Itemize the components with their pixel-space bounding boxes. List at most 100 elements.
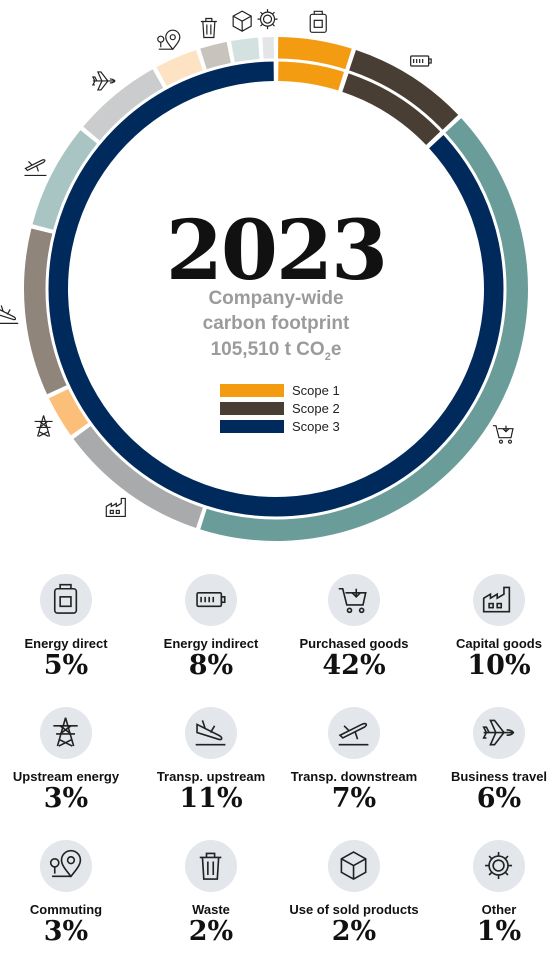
outer-segment-waste (200, 41, 231, 70)
icon-circle (473, 707, 525, 759)
inner-segment-scope-2 (342, 72, 441, 146)
total-unit-sub: 2 (324, 350, 331, 363)
category-label: Capital goods (456, 636, 542, 651)
category-tile: Upstream energy 3% (0, 707, 135, 814)
power-pylon-icon (53, 717, 79, 748)
category-tile: Transp. downstream 7% (285, 707, 423, 814)
category-label: Transp. downstream (290, 769, 418, 784)
location-pin-icon (157, 29, 181, 51)
ring-separator (45, 58, 507, 520)
category-tile: Waste 2% (142, 840, 280, 947)
gear-icon (485, 852, 513, 880)
emissions-donut-chart (0, 9, 529, 542)
airplane-icon (482, 720, 515, 746)
category-percent: 42% (322, 650, 386, 681)
icon-circle (185, 840, 237, 892)
category-percent: 6% (476, 783, 522, 814)
category-percent: 8% (188, 650, 234, 681)
outer-segment-capital-goods (73, 425, 204, 528)
category-percent: 1% (476, 916, 522, 947)
category-percent: 11% (179, 783, 243, 814)
icon-circle (473, 574, 525, 626)
icon-circle (40, 707, 92, 759)
outer-segment-other (262, 37, 274, 60)
location-pin-icon (50, 850, 82, 879)
plane-takeoff-icon (24, 159, 47, 177)
outer-segment-energy-direct (278, 37, 352, 70)
outer-segment-commuting (156, 50, 204, 87)
chart-year: 2023 (165, 203, 388, 299)
category-percent: 2% (331, 916, 377, 947)
category-label: Upstream energy (12, 769, 120, 784)
legend-label: Scope 1 (292, 382, 340, 398)
gear-icon (257, 9, 278, 30)
legend-swatch (220, 419, 284, 433)
icon-circle (40, 574, 92, 626)
category-tile: Use of sold products 2% (285, 840, 423, 947)
chart-subtitle-line-2: carbon footprint (202, 313, 350, 334)
plane-takeoff-icon (339, 723, 369, 746)
category-tile: Business travel 6% (430, 707, 552, 814)
battery-icon (410, 55, 432, 67)
box-icon (341, 851, 367, 881)
category-label: Transp. upstream (156, 769, 266, 784)
plane-landing-icon (0, 305, 19, 325)
outer-segment-use-of-sold-products (230, 37, 260, 63)
icon-circle (328, 840, 380, 892)
category-percent: 7% (331, 783, 377, 814)
inner-segment-scope-1 (278, 61, 345, 91)
chart-subtitle-line-1: Company-wide (208, 288, 344, 309)
box-icon (232, 10, 252, 32)
trash-icon (200, 853, 222, 881)
icon-circle (185, 574, 237, 626)
category-percent: 3% (43, 916, 89, 947)
legend-label: Scope 2 (292, 400, 340, 416)
chart-legend: Scope 1 Scope 2 Scope 3 (220, 381, 340, 435)
category-tile: Other 1% (430, 840, 552, 947)
plane-landing-icon (196, 720, 226, 746)
fuel-can-icon (309, 10, 327, 33)
outer-segment-transp-upstream (24, 228, 68, 395)
category-percent: 3% (43, 783, 89, 814)
category-percent: 5% (43, 650, 89, 681)
category-percent: 2% (188, 916, 234, 947)
category-tile: Commuting 3% (0, 840, 135, 947)
outer-segment-upstream-energy (48, 388, 89, 436)
total-unit-suffix: e (330, 339, 342, 360)
legend-item-scope-2: Scope 2 (220, 399, 340, 417)
category-label: Other (481, 902, 517, 917)
legend-swatch (220, 401, 284, 415)
battery-icon (196, 592, 226, 608)
category-label: Commuting (29, 902, 103, 917)
icon-circle (328, 574, 380, 626)
outer-segment-transp-downstream (32, 130, 98, 230)
category-label: Business travel (450, 769, 548, 784)
power-pylon-icon (34, 415, 53, 437)
category-tile: Capital goods 10% (430, 574, 552, 681)
legend-item-scope-1: Scope 1 (220, 381, 340, 399)
airplane-icon (91, 71, 116, 91)
legend-item-scope-3: Scope 3 (220, 417, 340, 435)
legend-label: Scope 3 (292, 418, 340, 434)
total-unit-prefix: t CO (284, 339, 325, 360)
total-value: 105,510 (210, 339, 280, 360)
factory-icon (105, 497, 126, 518)
trash-icon (200, 17, 217, 39)
factory-icon (483, 587, 511, 613)
category-tile: Purchased goods 42% (285, 574, 423, 681)
category-label: Waste (192, 902, 230, 917)
outer-segment-energy-indirect (348, 50, 459, 131)
icon-circle (40, 840, 92, 892)
shopping-cart-icon (492, 425, 514, 444)
fuel-can-icon (54, 584, 78, 615)
category-label: Use of sold products (289, 902, 419, 917)
category-label: Purchased goods (299, 636, 409, 651)
category-tile: Energy direct 5% (0, 574, 135, 681)
chart-total: 105,510 t CO2e (0, 339, 552, 368)
category-tile: Energy indirect 8% (142, 574, 280, 681)
outer-segment-business-travel (83, 69, 164, 141)
shopping-cart-icon (339, 588, 368, 614)
category-label: Energy direct (24, 636, 108, 651)
icon-circle (185, 707, 237, 759)
category-percent: 10% (467, 650, 531, 681)
